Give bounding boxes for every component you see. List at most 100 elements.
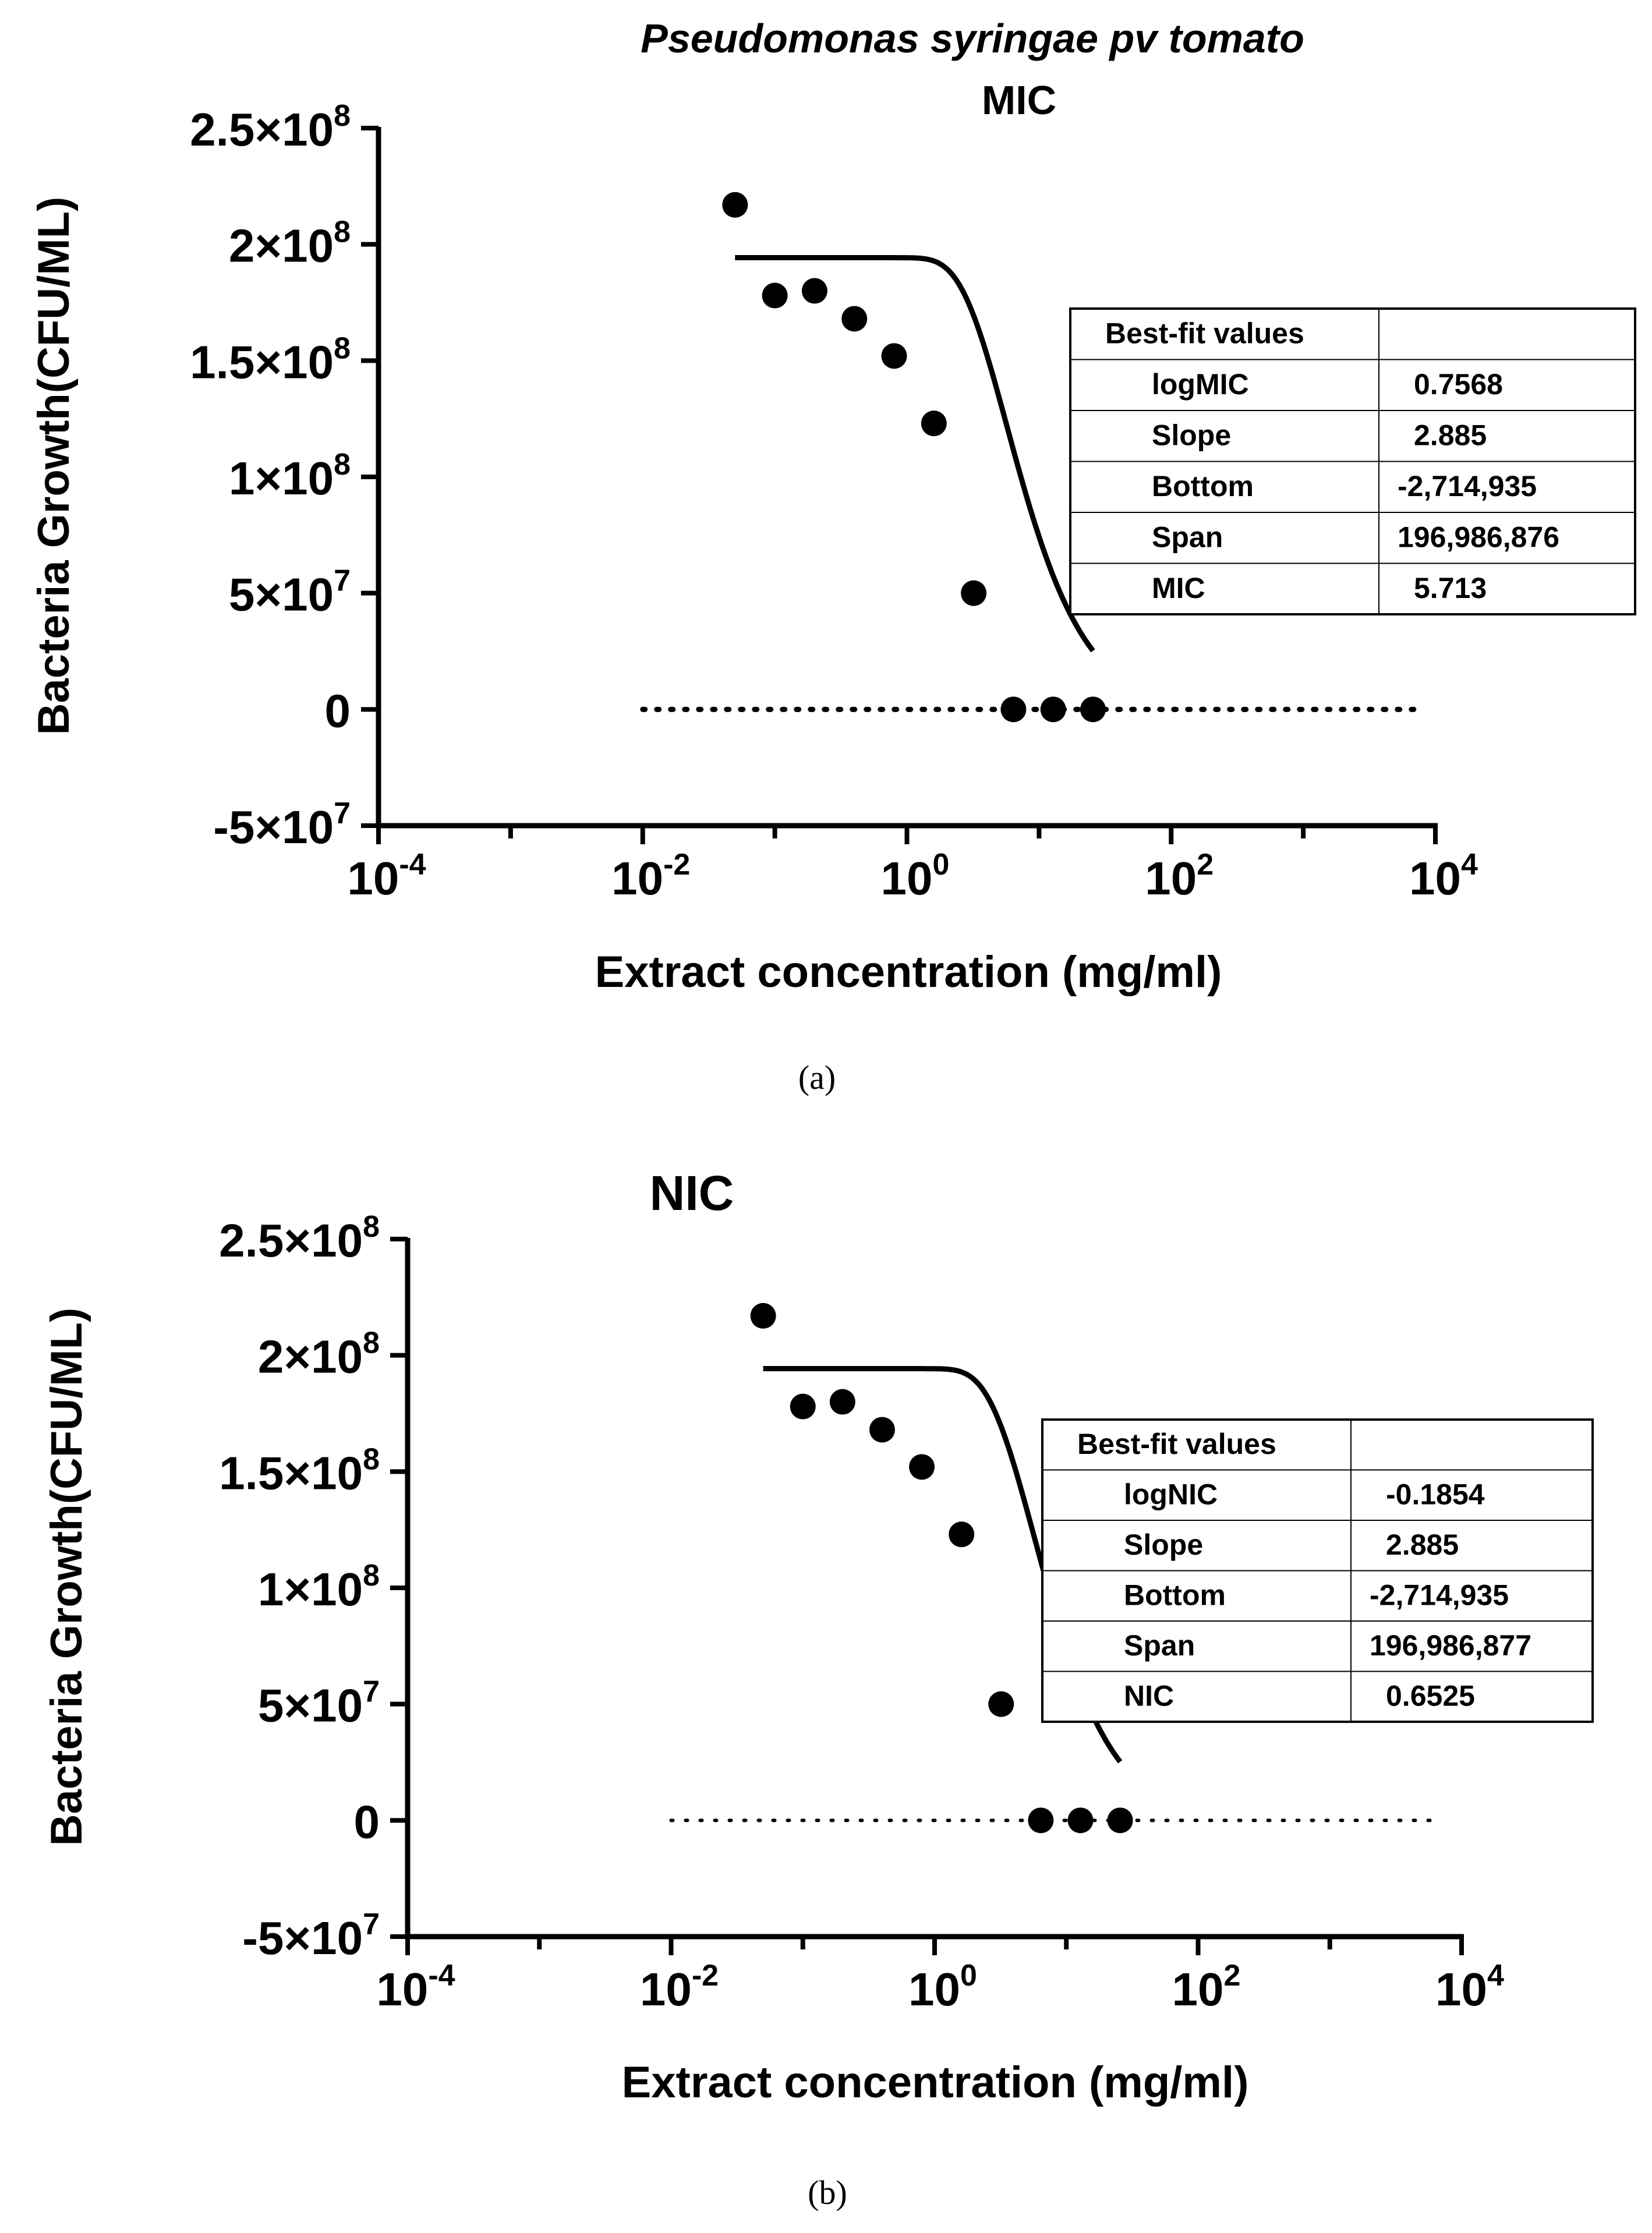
data-point: [1000, 696, 1027, 723]
x-tick-label: 10-4: [376, 1959, 455, 2015]
y-tick-mantissa: 2.5×10: [219, 1215, 363, 1266]
x-tick-base: 10: [1435, 1963, 1487, 2015]
fit-curve-line: [734, 255, 1095, 653]
y-tick-mantissa: 1.5×10: [190, 336, 334, 388]
table-row-value: 196,986,876: [1398, 521, 1559, 554]
table-header: Best-fit values: [1105, 317, 1304, 350]
x-tick-base: 10: [908, 1963, 960, 2015]
y-tick-mantissa: 0: [354, 1796, 380, 1848]
x-tick-exponent: -2: [663, 848, 690, 882]
x-tick-label: 10-2: [640, 1959, 719, 2015]
table-row-label: Span: [1152, 521, 1223, 554]
y-tick-label: 1×108: [258, 1559, 380, 1615]
x-tick-base: 10: [640, 1963, 692, 2015]
table-row-label: Slope: [1152, 419, 1231, 452]
table-row-value: 2.885: [1386, 1528, 1459, 1561]
y-tick-label: 0: [325, 685, 351, 737]
data-point: [949, 1521, 975, 1548]
y-tick-exponent: 7: [363, 1675, 380, 1709]
x-tick-exponent: 2: [1197, 848, 1214, 882]
table-row-value: -2,714,935: [1398, 470, 1537, 502]
table-row-value: 0.6525: [1386, 1679, 1475, 1712]
y-tick-exponent: 8: [363, 1326, 380, 1360]
x-tick-label: 104: [1409, 848, 1478, 904]
data-point: [881, 343, 907, 369]
y-tick-exponent: 8: [363, 1559, 380, 1593]
best-fit-table: Best-fit values logMIC 0.7568 Slope 2.885 Bot…: [1069, 307, 1636, 615]
caption-b: (b): [808, 2174, 847, 2211]
data-point: [801, 278, 827, 304]
y-axis-label: Bacteria Growth(CFU/ML): [42, 1308, 91, 1846]
y-tick-label: 5×107: [258, 1675, 380, 1732]
y-tick-exponent: 7: [334, 564, 351, 598]
table-row-value: 2.885: [1414, 419, 1487, 452]
x-tick-exponent: 0: [960, 1959, 977, 1993]
y-tick-exponent: 8: [363, 1442, 380, 1476]
x-tick-exponent: 2: [1224, 1959, 1241, 1993]
table-row-value: 5.713: [1414, 572, 1487, 604]
y-tick-label: -5×107: [213, 797, 351, 853]
y-tick-label: 5×107: [229, 564, 351, 621]
x-tick-base: 10: [881, 852, 933, 904]
table-row-label: NIC: [1124, 1679, 1174, 1712]
data-point: [829, 1389, 855, 1415]
x-tick-label: 102: [1145, 848, 1214, 904]
x-tick-exponent: -4: [428, 1959, 455, 1993]
caption-a: (a): [798, 1059, 836, 1096]
y-tick-exponent: 8: [363, 1210, 380, 1244]
data-point: [841, 306, 868, 332]
y-tick-exponent: 7: [363, 1908, 380, 1941]
data-point: [750, 1303, 776, 1329]
data-point: [909, 1454, 935, 1480]
table-header: Best-fit values: [1077, 1428, 1276, 1460]
y-tick-exponent: 8: [334, 448, 351, 482]
y-tick-exponent: 7: [334, 797, 351, 830]
data-point: [1028, 1807, 1054, 1834]
y-tick-label: 2×108: [258, 1326, 380, 1383]
y-tick-label: 1.5×108: [219, 1442, 380, 1499]
y-tick-mantissa: 5×10: [258, 1680, 363, 1732]
best-fit-table: Best-fit values logNIC -0.1854 Slope 2.885 Bo…: [1041, 1418, 1594, 1723]
x-tick-exponent: 0: [933, 848, 950, 882]
y-tick-mantissa: 1.5×10: [219, 1447, 363, 1499]
x-tick-base: 10: [1172, 1963, 1224, 2015]
data-point: [762, 282, 788, 309]
y-tick-label: 2×108: [229, 215, 351, 272]
x-tick-label: 10-4: [347, 848, 426, 904]
y-tick-label: 1.5×108: [190, 331, 351, 388]
x-axis-label: Extract concentration (mg/ml): [622, 2058, 1249, 2107]
data-point: [790, 1393, 816, 1420]
y-tick-mantissa: 5×10: [229, 569, 334, 621]
x-tick-labels: 10-4 10-2 100 102 104: [347, 848, 1478, 904]
x-tick-exponent: 4: [1487, 1959, 1504, 1993]
y-tick-mantissa: 2×10: [229, 220, 334, 272]
y-axis-label: Bacteria Growth(CFU/ML): [29, 197, 79, 735]
x-tick-label: 10-2: [611, 848, 690, 904]
data-point: [869, 1417, 895, 1443]
x-tick-base: 10: [611, 852, 663, 904]
x-tick-exponent: -2: [692, 1959, 719, 1993]
axes: [390, 1237, 1464, 1955]
y-tick-label: 1×108: [229, 448, 351, 504]
table-row-value: -2,714,935: [1370, 1579, 1509, 1611]
y-tick-label: 2.5×108: [190, 99, 351, 155]
data-point: [1067, 1807, 1094, 1834]
table-row-value: 0.7568: [1414, 368, 1503, 401]
data-point: [988, 1691, 1014, 1717]
data-points: [722, 192, 1106, 723]
y-tick-mantissa: -5×10: [213, 801, 334, 853]
y-tick-label: 2.5×108: [219, 1210, 380, 1266]
table-row-label: Bottom: [1124, 1579, 1226, 1611]
y-tick-exponent: 8: [334, 215, 351, 249]
y-tick-mantissa: 1×10: [229, 452, 334, 504]
data-point: [722, 192, 748, 218]
table-row-label: MIC: [1152, 572, 1205, 604]
x-tick-base: 10: [1145, 852, 1197, 904]
y-tick-label: -5×107: [242, 1908, 380, 1964]
x-axis-label: Extract concentration (mg/ml): [595, 947, 1222, 997]
x-tick-base: 10: [376, 1963, 428, 2015]
table-row-label: Bottom: [1152, 470, 1254, 502]
chart-title: NIC: [650, 1166, 734, 1220]
